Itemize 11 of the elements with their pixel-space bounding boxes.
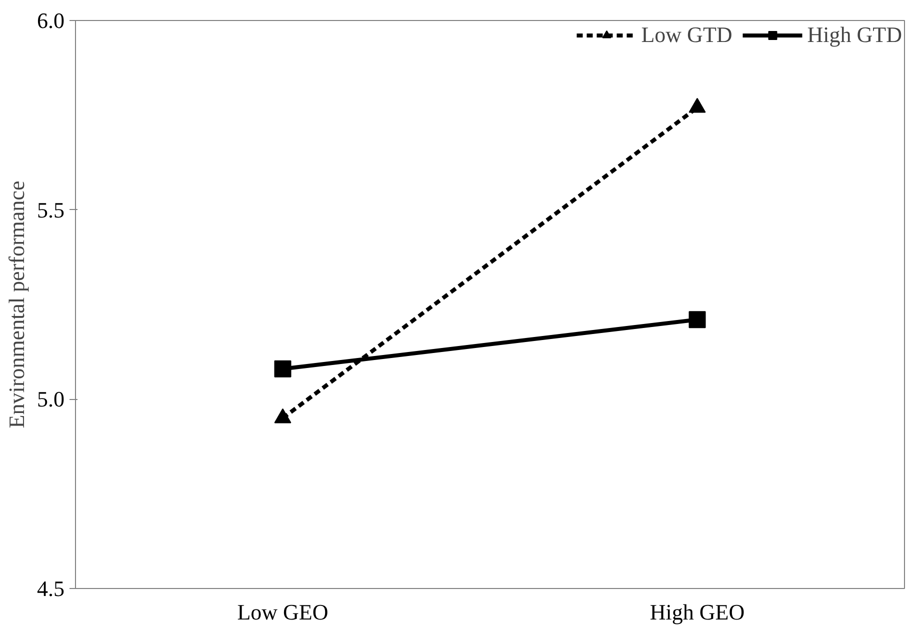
y-tick-label: 5.5 xyxy=(37,197,64,222)
x-tick-label: High GEO xyxy=(650,600,745,624)
y-tick-label: 6.0 xyxy=(37,8,64,33)
y-tick-label: 5.0 xyxy=(37,386,64,412)
legend-label: Low GTD xyxy=(641,22,732,48)
y-axis-title: Environmental performance xyxy=(4,180,29,428)
legend-label: High GTD xyxy=(807,22,902,48)
point xyxy=(274,360,292,378)
y-tick-label: 4.5 xyxy=(37,576,64,601)
x-tick-label: Low GEO xyxy=(237,600,328,624)
point xyxy=(688,311,706,328)
